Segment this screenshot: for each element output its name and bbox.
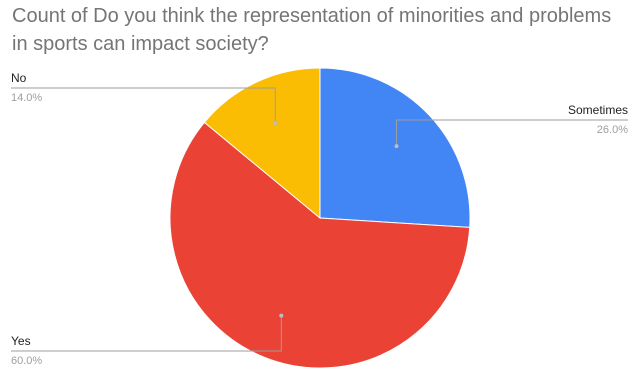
pie-slice-yes <box>169 121 471 369</box>
pie-slice-sometimes <box>319 67 471 228</box>
slice-label-no: No <box>11 71 27 85</box>
slice-labels: Sometimes 26.0% Yes 60.0% No 14.0% <box>11 71 628 367</box>
pie-slices <box>169 67 471 369</box>
slice-percent-sometimes: 26.0% <box>597 124 628 136</box>
slice-percent-no: 14.0% <box>11 92 42 104</box>
leader-line-yes <box>11 315 282 352</box>
leader-dot-no <box>273 121 278 125</box>
slice-label-sometimes: Sometimes <box>568 103 628 117</box>
slice-label-yes: Yes <box>11 334 31 348</box>
chart-title: Count of Do you think the representation… <box>12 5 612 55</box>
pie-slice-no <box>203 67 321 220</box>
leader-line-sometimes <box>396 119 628 147</box>
leader-dot-yes <box>279 313 284 318</box>
leader-line-no <box>11 87 276 124</box>
slice-percent-yes: 60.0% <box>11 355 42 367</box>
leader-dot-sometimes <box>394 144 399 149</box>
